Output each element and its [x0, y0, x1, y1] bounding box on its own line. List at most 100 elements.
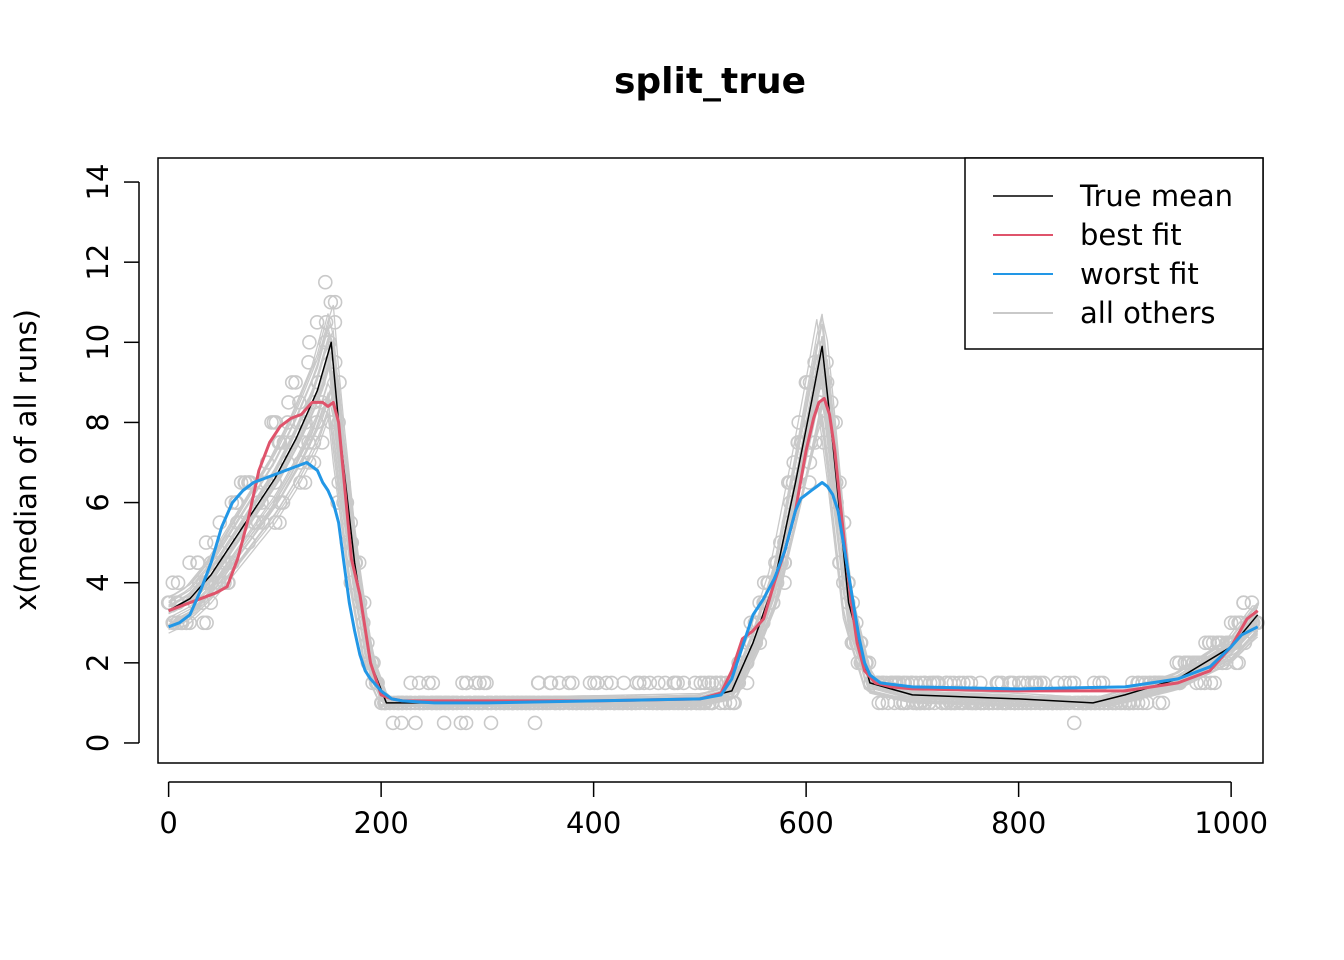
- other-run-line: [168, 410, 1259, 708]
- observed-point: [233, 475, 249, 490]
- observed-point: [1155, 695, 1171, 711]
- observed-points-layer: [160, 274, 1265, 731]
- chart-title: split_true: [614, 61, 806, 102]
- legend-label: best fit: [1080, 218, 1182, 252]
- y-tick-label: 2: [81, 654, 115, 672]
- observed-point: [1227, 635, 1242, 651]
- other-run-line: [168, 417, 1259, 708]
- x-tick-label: 1000: [1194, 806, 1268, 840]
- y-tick-label: 4: [81, 573, 115, 591]
- observed-point: [650, 675, 666, 691]
- observed-point: [229, 515, 245, 530]
- observed-point: [590, 675, 605, 691]
- observed-point: [801, 475, 817, 490]
- observed-point: [725, 695, 741, 711]
- observed-point: [828, 415, 843, 430]
- observed-point: [1197, 675, 1212, 691]
- legend-label: True mean: [1079, 179, 1233, 213]
- observed-point: [1210, 655, 1226, 671]
- observed-point: [276, 435, 292, 450]
- observed-point: [1237, 635, 1253, 651]
- observed-point: [275, 495, 291, 510]
- observed-point: [570, 695, 585, 711]
- observed-point: [1066, 675, 1082, 691]
- observed-point: [1003, 695, 1018, 711]
- observed-point: [212, 575, 227, 591]
- observed-point: [739, 675, 755, 691]
- observed-point: [394, 715, 409, 731]
- observed-point: [871, 695, 887, 711]
- observed-point: [687, 675, 703, 691]
- observed-point: [190, 555, 205, 571]
- observed-point: [198, 535, 214, 550]
- observed-point: [228, 495, 244, 510]
- observed-point: [916, 695, 932, 711]
- observed-point: [912, 695, 928, 711]
- x-tick-label: 200: [353, 806, 408, 840]
- observed-point: [192, 575, 207, 591]
- observed-point: [1244, 595, 1260, 611]
- observed-point: [217, 555, 232, 571]
- observed-point: [220, 575, 235, 591]
- observed-point: [816, 435, 832, 450]
- observed-point: [199, 615, 214, 631]
- observed-point: [266, 415, 282, 430]
- observed-point: [403, 675, 419, 691]
- other-run-line: [168, 353, 1258, 705]
- y-tick-label: 10: [81, 324, 115, 361]
- observed-point: [598, 695, 614, 711]
- x-tick-label: 0: [159, 806, 177, 840]
- observed-point: [385, 715, 401, 731]
- observed-point: [306, 435, 322, 450]
- y-tick-label: 8: [81, 413, 115, 431]
- observed-point: [421, 675, 436, 691]
- observed-point: [318, 314, 334, 330]
- observed-point: [292, 395, 307, 410]
- observed-point: [302, 334, 317, 350]
- observed-point: [356, 595, 372, 611]
- legend-box: [964, 157, 1264, 350]
- observed-point: [565, 675, 580, 691]
- observed-point: [468, 675, 483, 691]
- observed-point: [165, 575, 181, 591]
- x-tick-label: 800: [991, 806, 1046, 840]
- observed-point: [1207, 675, 1222, 691]
- observed-point: [301, 354, 316, 370]
- best-fit-line: [168, 396, 1259, 703]
- observed-point: [267, 515, 283, 530]
- observed-point: [327, 294, 343, 310]
- observed-point: [1066, 715, 1082, 731]
- observed-point: [425, 675, 441, 691]
- observed-point: [693, 675, 709, 691]
- observed-point: [309, 415, 324, 430]
- observed-point: [314, 435, 330, 450]
- observed-point: [224, 495, 240, 510]
- observed-point: [636, 675, 652, 691]
- x-tick-label: 600: [778, 806, 833, 840]
- observed-point: [458, 715, 474, 731]
- observed-point: [479, 675, 494, 691]
- observed-point: [599, 675, 614, 691]
- observed-point: [297, 475, 313, 490]
- plot-frame: [157, 157, 1264, 764]
- observed-point: [453, 715, 469, 731]
- x-axis: 0 200 400 600 800 1000: [159, 781, 1268, 840]
- observed-point: [288, 375, 303, 390]
- observed-point: [483, 715, 499, 731]
- observed-point: [1203, 675, 1219, 691]
- observed-point: [819, 354, 834, 370]
- observed-point: [330, 495, 345, 510]
- y-tick-label: 0: [81, 734, 115, 752]
- observed-point: [1139, 695, 1155, 711]
- observed-point: [697, 675, 712, 691]
- observed-point: [616, 675, 632, 691]
- observed-point: [436, 715, 452, 731]
- observed-point: [170, 575, 186, 591]
- observed-point: [1086, 675, 1102, 691]
- observed-point: [196, 615, 211, 631]
- observed-point: [309, 314, 325, 330]
- observed-point: [676, 675, 692, 691]
- observed-point: [284, 375, 300, 390]
- legend-label: worst fit: [1080, 257, 1199, 291]
- observed-point: [408, 715, 423, 731]
